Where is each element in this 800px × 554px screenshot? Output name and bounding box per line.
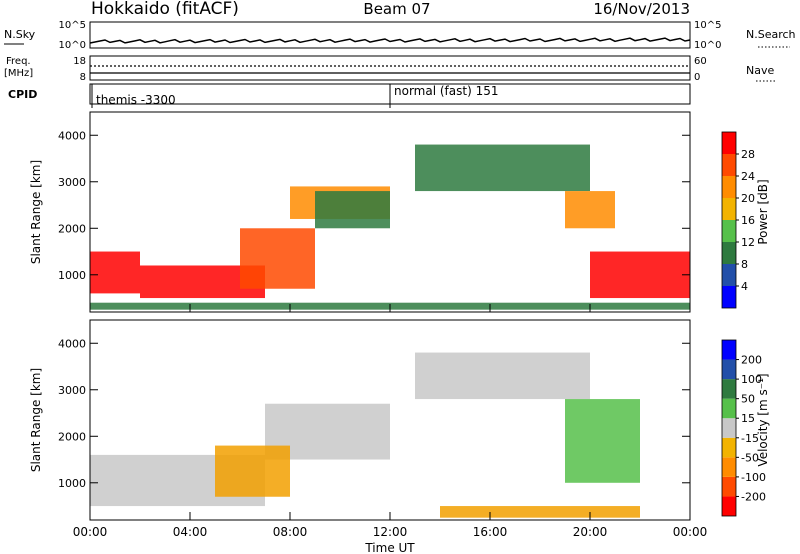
time-tick-label: 00:00 bbox=[673, 525, 708, 539]
frequency-panel: Freq. [MHz] 18 8 60 0 Nave bbox=[4, 55, 776, 83]
time-tick-label: 20:00 bbox=[573, 525, 608, 539]
noise-left-label: N.Sky bbox=[4, 28, 36, 41]
freq-label-line2: [MHz] bbox=[4, 68, 33, 79]
velocity-ylabel: Slant Range [km] bbox=[29, 368, 43, 472]
velocity-data-regions bbox=[90, 352, 640, 518]
noise-left-tick-top: 10^5 bbox=[59, 20, 86, 31]
y-tick-label: 1000 bbox=[58, 477, 86, 490]
velocity-colorbar: 200 100 50 15 -15 -50 -100 -200 bbox=[721, 339, 766, 517]
y-tick-label: 4000 bbox=[58, 337, 86, 350]
data-region bbox=[215, 445, 290, 497]
colorbar-segment bbox=[722, 154, 736, 176]
colorbar-tick-label: -200 bbox=[741, 490, 766, 503]
colorbar-tick-label: 12 bbox=[741, 236, 755, 249]
colorbar-segment bbox=[722, 132, 736, 154]
time-tick-label: 08:00 bbox=[273, 525, 308, 539]
power-panel: 1000 2000 3000 4000 Slant Range [km] 28 24 20… bbox=[29, 111, 770, 313]
noise-panel: N.Sky 10^5 10^0 10^5 10^0 N.Search bbox=[4, 20, 796, 51]
colorbar-tick-label: 50 bbox=[741, 393, 755, 406]
colorbar-tick-label: 8 bbox=[741, 258, 748, 271]
station-title: Hokkaido (fitACF) bbox=[91, 0, 239, 19]
data-region bbox=[565, 399, 640, 483]
cpid-segment-2: normal (fast) 151 bbox=[394, 84, 498, 98]
colorbar-tick-label: -15 bbox=[741, 432, 759, 445]
colorbar-tick-label: 28 bbox=[741, 148, 755, 161]
y-tick-label: 2000 bbox=[58, 222, 86, 235]
colorbar-tick-label: 16 bbox=[741, 214, 755, 227]
y-tick-label: 2000 bbox=[58, 430, 86, 443]
time-tick-label: 16:00 bbox=[473, 525, 508, 539]
colorbar-tick-label: 15 bbox=[741, 412, 755, 425]
y-tick-label: 3000 bbox=[58, 176, 86, 189]
colorbar-tick-label: -100 bbox=[741, 471, 766, 484]
date-title: 16/Nov/2013 bbox=[593, 0, 690, 18]
data-region bbox=[90, 251, 140, 294]
cpid-panel: CPID themis -3300 normal (fast) 151 bbox=[8, 83, 691, 108]
colorbar-segment bbox=[722, 418, 736, 438]
colorbar-segment bbox=[722, 198, 736, 220]
colorbar-segment bbox=[722, 176, 736, 198]
freq-right-tick-top: 60 bbox=[694, 56, 707, 67]
freq-label-line1: Freq. bbox=[6, 56, 31, 67]
freq-right-tick-bottom: 0 bbox=[694, 72, 700, 83]
colorbar-segment bbox=[722, 340, 736, 360]
time-tick-label: 04:00 bbox=[173, 525, 208, 539]
y-tick-label: 4000 bbox=[58, 129, 86, 142]
colorbar-segment bbox=[722, 220, 736, 242]
cpid-label: CPID bbox=[8, 88, 37, 101]
noise-right-tick-bottom: 10^0 bbox=[694, 40, 721, 51]
data-region bbox=[315, 191, 390, 229]
colorbar-segment bbox=[722, 437, 736, 458]
colorbar-segment bbox=[722, 264, 736, 286]
nave-label: Nave bbox=[746, 64, 774, 77]
data-region bbox=[440, 506, 640, 518]
colorbar-tick-label: 20 bbox=[741, 192, 755, 205]
power-ylabel: Slant Range [km] bbox=[29, 160, 43, 264]
cpid-segment-1: themis -3300 bbox=[96, 93, 176, 107]
colorbar-segment bbox=[722, 457, 736, 477]
velocity-panel: 1000 2000 3000 4000 Slant Range [km] 200 100… bbox=[29, 319, 770, 521]
data-region bbox=[415, 352, 590, 400]
time-tick-label: 00:00 bbox=[73, 525, 108, 539]
y-tick-label: 3000 bbox=[58, 384, 86, 397]
power-colorbar-label: Power [dB] bbox=[756, 179, 770, 244]
freq-left-tick-bottom: 8 bbox=[80, 72, 86, 83]
freq-left-tick-top: 18 bbox=[73, 56, 86, 67]
colorbar-segment bbox=[722, 242, 736, 264]
colorbar-tick-label: 200 bbox=[741, 354, 762, 367]
velocity-colorbar-label: Velocity [m s⁻¹] bbox=[756, 373, 770, 466]
colorbar-segment bbox=[722, 286, 736, 308]
colorbar-tick-label: -50 bbox=[741, 451, 759, 464]
time-axis: 00:00 04:00 08:00 12:00 16:00 20:00 00:00 bbox=[73, 304, 708, 539]
power-colorbar: 28 24 20 16 12 8 4 bbox=[721, 131, 755, 309]
noise-right-label: N.Search bbox=[746, 28, 796, 41]
data-region bbox=[590, 251, 690, 299]
data-region bbox=[565, 191, 615, 229]
data-region bbox=[240, 228, 315, 289]
y-tick-label: 1000 bbox=[58, 269, 86, 282]
noise-trace bbox=[89, 37, 691, 44]
colorbar-segment bbox=[722, 359, 736, 380]
time-axis-title: Time UT bbox=[364, 541, 415, 554]
colorbar-segment bbox=[722, 496, 736, 516]
noise-left-tick-bottom: 10^0 bbox=[59, 40, 86, 51]
colorbar-segment bbox=[722, 398, 736, 419]
data-region bbox=[415, 144, 590, 192]
beam-title: Beam 07 bbox=[363, 0, 430, 18]
colorbar-tick-label: 4 bbox=[741, 280, 748, 293]
time-tick-label: 12:00 bbox=[373, 525, 408, 539]
colorbar-tick-label: 100 bbox=[741, 373, 762, 386]
colorbar-segment bbox=[722, 476, 736, 497]
colorbar-tick-label: 24 bbox=[741, 170, 755, 183]
colorbar-segment bbox=[722, 379, 736, 399]
noise-right-tick-top: 10^5 bbox=[694, 20, 721, 31]
